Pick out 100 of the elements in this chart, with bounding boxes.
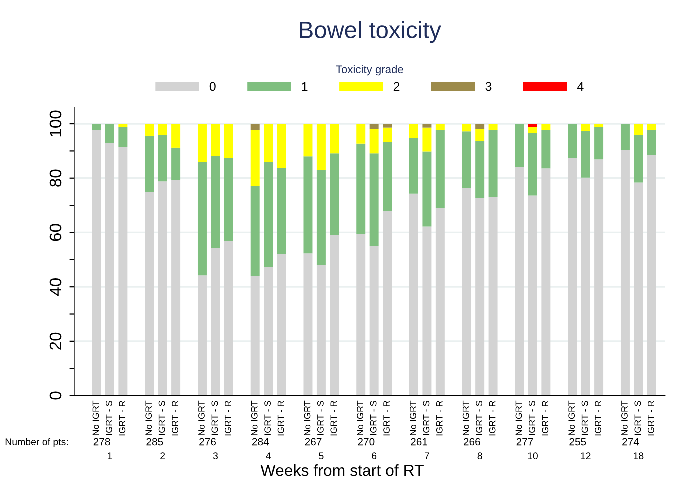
bar <box>316 124 326 170</box>
bar <box>105 124 114 144</box>
x-tick-label: IGRT - R <box>489 401 496 436</box>
bar <box>383 124 392 128</box>
x-tick-label: IGRT - R <box>172 401 178 436</box>
x-tick-label: No IGRT <box>516 400 522 436</box>
bar <box>250 130 260 187</box>
bar <box>594 160 604 396</box>
bar <box>528 127 538 133</box>
text: Number of pts: <box>6 438 68 448</box>
bar <box>356 144 366 234</box>
text: 278 <box>94 438 110 446</box>
text: 261 <box>411 438 428 446</box>
text: 5 <box>319 452 324 460</box>
bar <box>436 208 445 396</box>
x-tick-label: IGRT - R <box>542 401 549 436</box>
bar <box>211 248 220 396</box>
text: 267 <box>305 438 322 446</box>
bar <box>304 124 313 157</box>
x-tick-label: IGRT - R <box>384 401 390 436</box>
bar <box>528 124 538 128</box>
bar <box>145 124 154 136</box>
bar <box>581 131 590 178</box>
x-tick-label: IGRT - S <box>634 401 642 436</box>
legend-label: 2 <box>394 82 400 91</box>
bar <box>158 182 168 396</box>
x-tick-label: No IGRT <box>410 400 416 436</box>
y-tick-label: 20 <box>50 332 62 350</box>
bar <box>422 124 432 128</box>
bar <box>436 124 445 130</box>
text: 255 <box>570 438 586 446</box>
x-tick-label: IGRT - S <box>212 401 218 436</box>
bar <box>330 154 340 236</box>
bar <box>488 130 498 198</box>
bar <box>568 158 578 396</box>
bar <box>581 124 590 132</box>
y-tick-label: 80 <box>50 170 62 187</box>
bar <box>476 124 485 130</box>
bar <box>476 198 485 396</box>
bar <box>515 124 524 167</box>
bar <box>581 178 590 396</box>
bar <box>264 124 274 162</box>
legend-label: 1 <box>302 82 308 91</box>
bar <box>462 124 472 132</box>
x-tick-label: IGRT - R <box>119 401 126 436</box>
bar <box>409 124 418 138</box>
x-tick-label: No IGRT <box>304 400 311 436</box>
text: 276 <box>200 438 216 446</box>
bar <box>250 276 260 396</box>
text: 277 <box>516 438 534 446</box>
bar <box>158 135 168 182</box>
bar <box>330 235 340 396</box>
bar <box>409 194 418 396</box>
bar <box>647 130 656 156</box>
x-tick-label: IGRT - R <box>330 401 338 436</box>
text: 3 <box>213 452 218 460</box>
bar <box>304 254 313 396</box>
text: 18 <box>634 452 644 460</box>
x-tick-label: No IGRT <box>462 400 470 436</box>
chart-title: Bowel toxicity <box>300 21 442 44</box>
x-tick-label: IGRT - S <box>582 401 588 436</box>
bar <box>634 182 644 396</box>
x-tick-label: No IGRT <box>92 400 100 436</box>
y-tick-label: 40 <box>50 278 62 296</box>
x-tick-label: No IGRT <box>251 400 258 436</box>
x-tick-label: IGRT - S <box>106 401 112 436</box>
bar <box>277 254 286 396</box>
bar <box>422 226 432 396</box>
text: 270 <box>358 438 375 446</box>
x-tick-label: IGRT - R <box>224 401 232 436</box>
bar <box>462 188 472 396</box>
bar <box>118 127 128 148</box>
bar <box>370 124 379 130</box>
text: 10 <box>528 452 538 460</box>
text: 8 <box>478 452 482 460</box>
x-tick-label: IGRT - S <box>158 401 166 436</box>
bar <box>436 130 445 209</box>
y-tick-label: 100 <box>50 110 62 137</box>
bar <box>488 197 498 396</box>
text: 12 <box>581 452 591 460</box>
bar <box>462 132 472 188</box>
bar <box>647 124 656 130</box>
bar <box>634 124 644 136</box>
bar <box>542 130 551 169</box>
text: 266 <box>464 438 480 446</box>
bar <box>145 192 154 396</box>
bar <box>594 124 604 128</box>
x-tick-label: IGRT - S <box>528 401 536 436</box>
bar <box>211 156 220 248</box>
bar <box>383 212 392 396</box>
bar <box>304 156 313 254</box>
bar <box>92 124 102 130</box>
bar <box>145 136 154 192</box>
bar <box>198 124 207 162</box>
bar <box>620 124 630 150</box>
x-tick-label: IGRT - R <box>436 401 443 436</box>
bar <box>422 128 432 152</box>
legend-label: 3 <box>486 82 492 92</box>
bar <box>264 162 274 268</box>
text: 285 <box>146 438 164 446</box>
